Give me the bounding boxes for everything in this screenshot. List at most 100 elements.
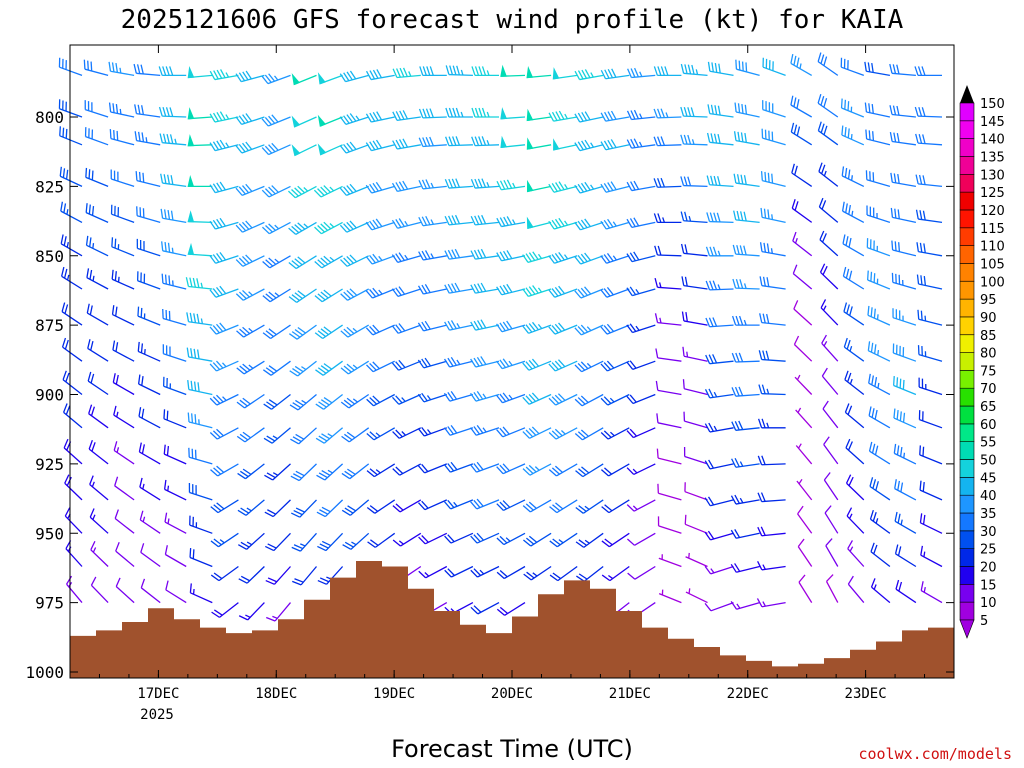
barb-full — [843, 337, 848, 348]
barb-shaft — [583, 565, 604, 582]
wind-barb — [314, 324, 343, 340]
barb-full — [347, 468, 356, 475]
barb-full — [341, 509, 351, 516]
barb-full — [160, 173, 164, 184]
wind-barb — [63, 438, 83, 465]
wind-barb — [825, 538, 839, 567]
barb-full — [772, 61, 774, 71]
barb-shaft — [503, 499, 526, 512]
barb-shaft — [137, 247, 161, 257]
barb-full — [166, 446, 170, 456]
wind-barb — [186, 312, 213, 326]
wind-barb — [731, 420, 760, 431]
barb-full — [554, 428, 563, 437]
barb-half — [245, 614, 251, 618]
barb-half — [851, 175, 853, 181]
wind-barb — [795, 443, 813, 465]
barb-full — [473, 568, 482, 576]
barb-full — [451, 283, 457, 293]
barb-full — [502, 358, 510, 367]
barb-full — [765, 101, 767, 111]
barb-shaft — [371, 221, 395, 231]
barb-full — [708, 459, 715, 469]
barb-half — [375, 469, 381, 474]
barb-full — [317, 367, 327, 374]
barb-full — [114, 509, 119, 519]
barb-shaft — [85, 176, 109, 188]
barb-full — [869, 477, 874, 487]
barb-full — [893, 408, 896, 419]
barb-full — [139, 239, 142, 250]
wind-barb — [655, 348, 682, 362]
barb-shaft — [657, 457, 682, 465]
barb-full — [395, 466, 404, 474]
wind-barb — [235, 288, 265, 301]
barb-full — [473, 249, 480, 259]
barb-shaft — [85, 212, 109, 223]
barb-full — [86, 303, 90, 314]
barb-full — [471, 136, 476, 146]
barb-full — [476, 390, 484, 400]
barb-shaft — [113, 449, 135, 465]
wind-barb — [654, 277, 682, 290]
barb-full — [894, 241, 897, 251]
barb-pennant — [500, 135, 508, 149]
barb-full — [733, 210, 737, 221]
wind-barb — [314, 221, 343, 235]
barb-full — [738, 352, 744, 363]
barb-full — [821, 334, 827, 344]
wind-barb — [575, 499, 604, 514]
colorbar-swatch — [959, 405, 975, 425]
wind-barb — [470, 532, 500, 544]
barb-full — [574, 433, 583, 441]
barb-full — [626, 287, 633, 296]
barb-shaft — [111, 178, 135, 188]
barb-full — [314, 332, 324, 340]
barb-shaft — [683, 285, 708, 290]
barb-shaft — [448, 144, 473, 147]
barb-half — [823, 170, 827, 177]
wind-barb — [757, 561, 786, 571]
barb-full — [600, 432, 609, 440]
barb-full — [730, 495, 737, 505]
wind-barb — [574, 111, 604, 123]
barb-full — [454, 214, 461, 225]
barb-shaft — [115, 586, 135, 604]
wind-barb — [891, 240, 917, 257]
barb-full — [844, 126, 847, 137]
wind-barb — [574, 360, 604, 373]
barb-full — [717, 176, 721, 186]
barb-full — [610, 181, 617, 191]
barb-full — [764, 171, 767, 182]
barb-full — [864, 102, 868, 113]
barb-full — [287, 190, 296, 199]
barb-full — [314, 226, 322, 235]
wind-barb — [793, 335, 813, 362]
barb-full — [89, 305, 93, 315]
barb-full — [313, 189, 322, 198]
barb-shaft — [139, 486, 161, 501]
barb-full — [188, 482, 191, 493]
barb-shaft — [273, 532, 291, 552]
barb-full — [271, 185, 279, 193]
barb-full — [318, 435, 328, 442]
barb-full — [656, 136, 662, 146]
barb-shaft — [735, 463, 760, 468]
wind-barb — [315, 427, 344, 444]
barb-full — [470, 216, 476, 226]
barb-half — [482, 427, 487, 433]
barb-full — [399, 67, 405, 78]
barb-full — [265, 259, 274, 267]
barb-pennant — [317, 72, 326, 85]
barb-shaft — [920, 522, 943, 534]
barb-shaft — [632, 324, 656, 334]
wind-barb — [500, 135, 526, 149]
barb-full — [321, 433, 330, 440]
barb-full — [245, 254, 253, 263]
barb-full — [422, 66, 427, 76]
barb-full — [684, 276, 688, 287]
barb-shaft — [59, 135, 83, 146]
barb-full — [372, 361, 380, 370]
barb-shaft — [657, 116, 682, 119]
